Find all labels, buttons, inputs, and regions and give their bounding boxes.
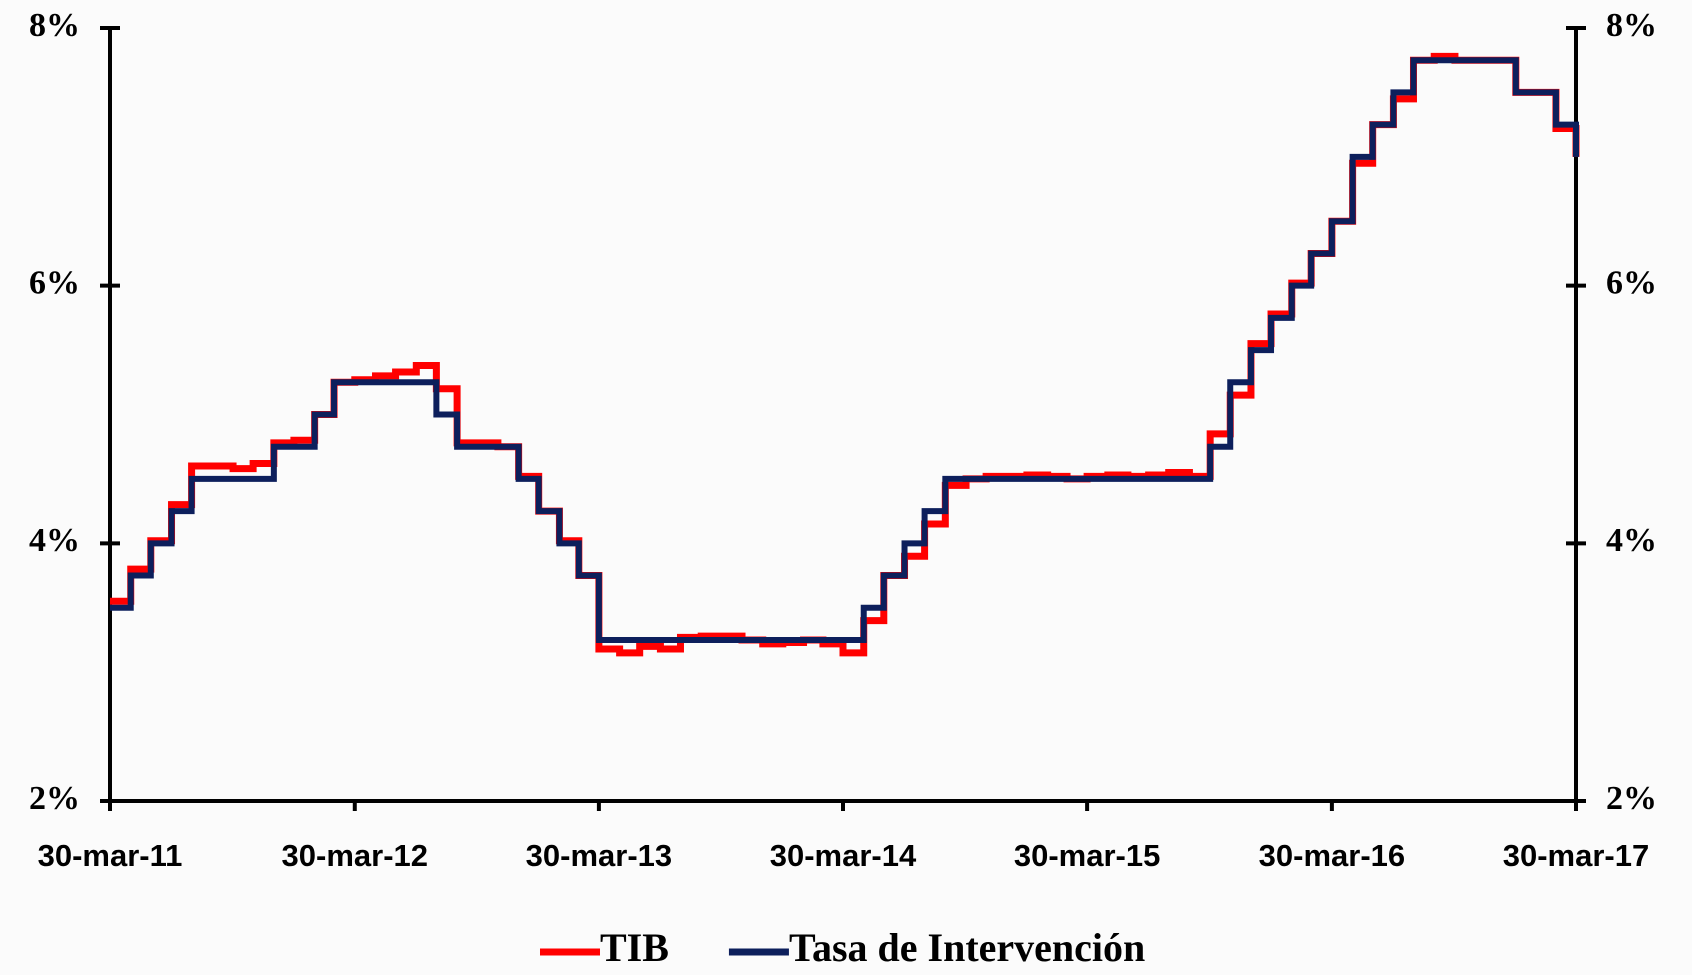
- x-tick-label: 30-mar-12: [282, 838, 428, 873]
- y2-tick-label: 2%: [1606, 780, 1657, 817]
- y2-tick-label: 6%: [1606, 264, 1657, 301]
- x-tick-label: 30-mar-14: [770, 838, 917, 873]
- y-tick-label: 8%: [29, 7, 80, 44]
- y-tick-label: 2%: [29, 780, 80, 817]
- y2-tick-label: 4%: [1606, 522, 1657, 559]
- y-tick-label: 6%: [29, 264, 80, 301]
- x-tick-label: 30-mar-16: [1259, 838, 1405, 873]
- legend-label: Tasa de Intervención: [789, 925, 1145, 970]
- x-tick-label: 30-mar-13: [526, 838, 672, 873]
- y-tick-label: 4%: [29, 522, 80, 559]
- series-line: [110, 57, 1579, 643]
- x-tick-label: 30-mar-17: [1503, 838, 1649, 873]
- y2-tick-label: 8%: [1606, 7, 1657, 44]
- legend-label: TIB: [600, 925, 669, 970]
- series-line: [110, 52, 1580, 657]
- x-tick-label: 30-mar-11: [38, 838, 183, 873]
- x-tick-label: 30-mar-15: [1014, 838, 1160, 873]
